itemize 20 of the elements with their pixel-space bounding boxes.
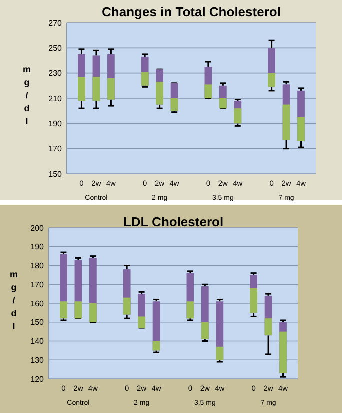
- y-tick-label: 150: [30, 318, 45, 328]
- y-tick-label: 150: [48, 170, 63, 179]
- y-tick-label: 230: [48, 69, 63, 78]
- chart-title: Changes in Total Cholesterol: [102, 4, 281, 20]
- y-axis-title: mg/dl: [10, 270, 18, 332]
- y-tick-label: 200: [30, 224, 45, 233]
- y-tick-label: 120: [30, 374, 45, 384]
- y-tick-label: 180: [30, 262, 45, 271]
- y-axis-title: mg/dl: [22, 64, 32, 126]
- y-tick-label: 170: [48, 144, 63, 154]
- y-tick-label: 190: [48, 119, 63, 128]
- y-tick-label: 210: [48, 94, 63, 104]
- y-tick-label: 130: [30, 356, 45, 365]
- y-tick-label: 160: [30, 299, 45, 308]
- y-tick-label: 190: [30, 242, 45, 252]
- y-tick-label: 170: [30, 280, 45, 290]
- chart-title: LDL Cholesterol: [123, 214, 224, 230]
- y-tick-label: 250: [48, 44, 63, 53]
- y-tick-label: 270: [48, 18, 63, 28]
- y-tick-label: 140: [30, 337, 45, 346]
